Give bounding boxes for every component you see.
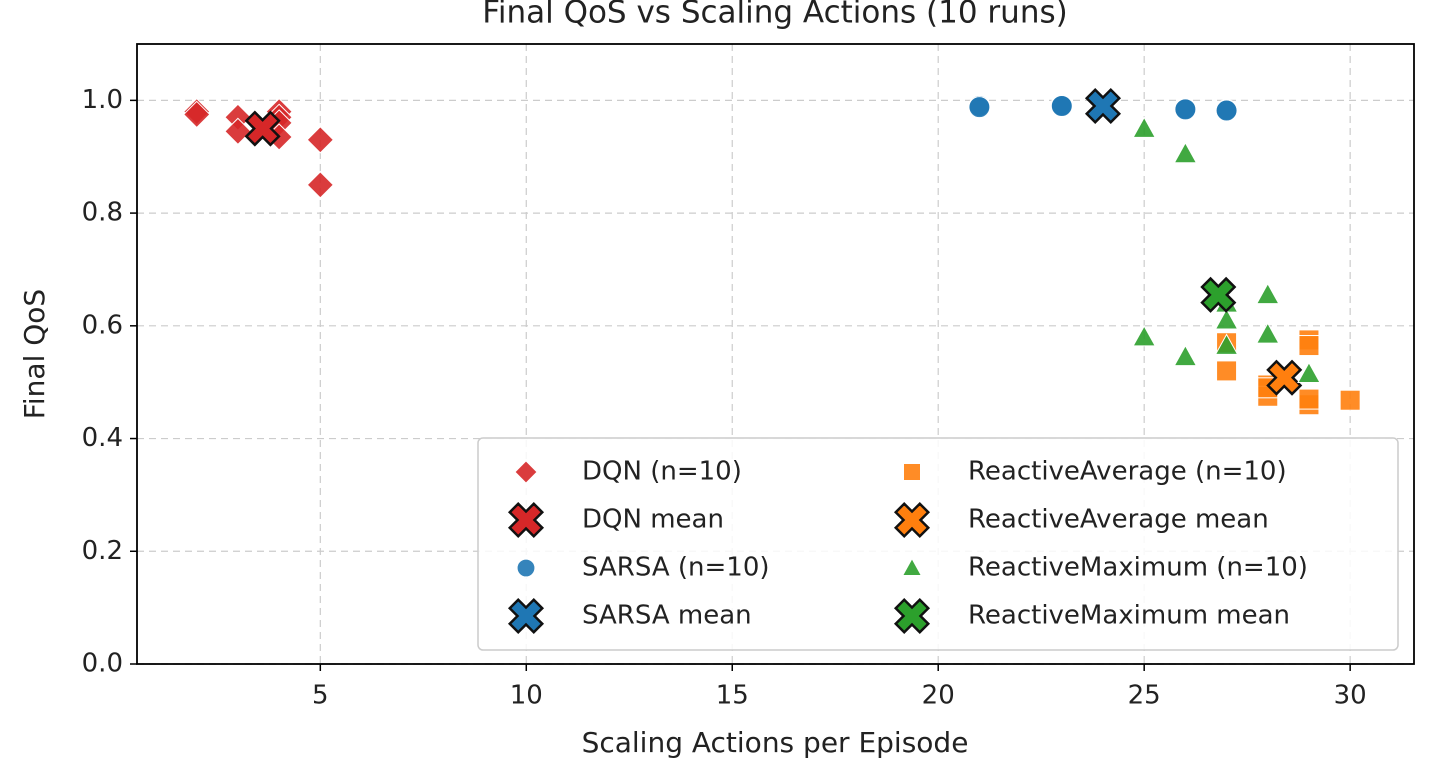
mean-marker [507, 501, 545, 539]
diamond-point [183, 100, 211, 129]
square-point [1298, 335, 1320, 357]
legend-label: SARSA (n=10) [582, 553, 770, 583]
circle-point [968, 96, 991, 119]
mean-marker [893, 501, 931, 539]
circle-point [1050, 95, 1073, 117]
triangle-point [1214, 308, 1239, 330]
y-tick-label: 0.2 [82, 536, 123, 566]
y-tick-label: 1.0 [82, 85, 123, 115]
x-tick-label: 25 [1128, 681, 1161, 711]
diamond-point [224, 117, 252, 146]
diamond-point [514, 460, 538, 484]
circle-point [516, 558, 536, 578]
square-point [1298, 388, 1320, 410]
legend-label: ReactiveMaximum (n=10) [968, 553, 1308, 583]
legend-label: DQN (n=10) [582, 457, 742, 487]
triangle-point [1132, 116, 1157, 138]
x-tick-label: 10 [510, 681, 543, 711]
triangle-point [1297, 361, 1321, 384]
circle-point [1215, 99, 1238, 122]
triangle-point [901, 557, 923, 576]
triangle-point [1173, 344, 1198, 367]
y-tick-label: 0.0 [82, 649, 123, 679]
y-tick-label: 0.8 [82, 198, 123, 228]
mean-marker [1084, 87, 1122, 125]
mean-marker [1200, 276, 1237, 313]
x-axis-label: Scaling Actions per Episode [582, 726, 969, 759]
square-point [903, 463, 921, 481]
x-tick-label: 30 [1334, 681, 1367, 711]
square-point [1216, 360, 1238, 382]
triangle-point [1214, 333, 1239, 355]
legend-label: ReactiveAverage (n=10) [968, 457, 1287, 487]
mean-marker [893, 597, 931, 635]
diamond-point [306, 126, 335, 154]
legend-label: SARSA mean [582, 601, 752, 631]
legend-label: ReactiveMaximum mean [968, 601, 1290, 631]
y-axis-label: Final QoS [18, 289, 51, 419]
legend: DQN (n=10) DQN mean SARSA (n=10) SARSA mean… [477, 437, 1399, 651]
x-tick-label: 5 [312, 681, 329, 711]
triangle-point [1255, 322, 1280, 344]
x-tick-label: 20 [922, 681, 955, 711]
mean-marker [507, 597, 545, 635]
mean-marker [244, 110, 281, 147]
y-tick-label: 0.4 [82, 423, 123, 453]
x-tick-label: 15 [716, 681, 749, 711]
circle-point [1174, 98, 1197, 121]
triangle-point [1255, 282, 1280, 305]
triangle-point [1132, 325, 1157, 347]
mean-marker [1266, 359, 1303, 396]
legend-label: ReactiveAverage mean [968, 505, 1269, 535]
diamond-point [306, 171, 335, 199]
legend-box [477, 437, 1399, 651]
triangle-point [1173, 141, 1198, 164]
legend-label: DQN mean [582, 505, 724, 535]
square-point [1339, 389, 1361, 411]
chart-title: Final QoS vs Scaling Actions (10 runs) [482, 0, 1067, 31]
plot-frame [136, 43, 1415, 665]
y-tick-label: 0.6 [82, 310, 123, 340]
